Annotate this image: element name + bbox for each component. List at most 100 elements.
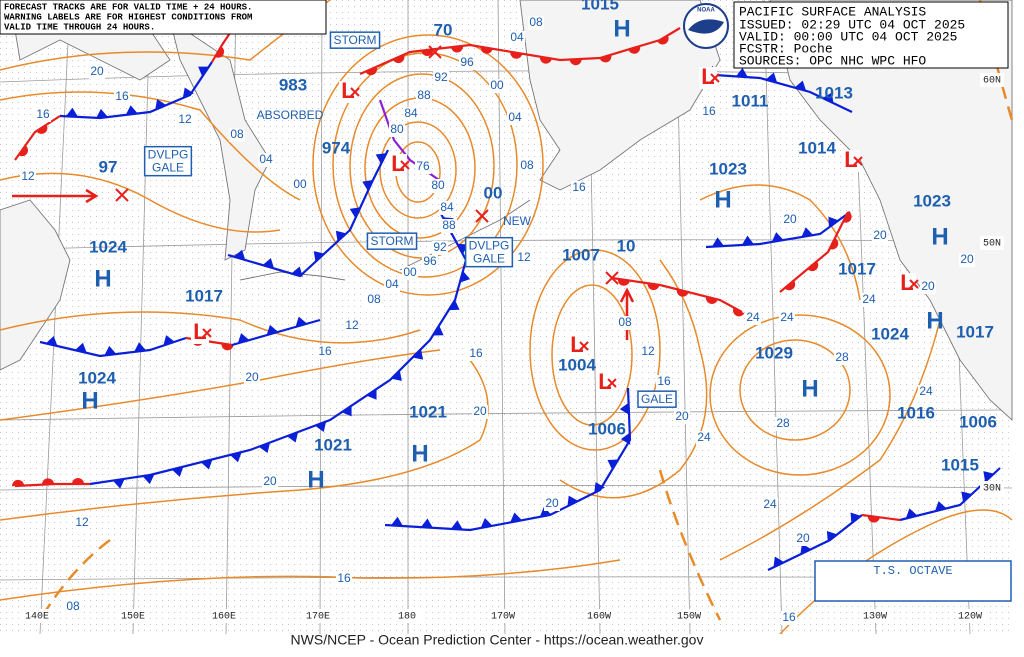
- isobar-label-bg: [432, 241, 448, 255]
- high-pressure: 1021: [409, 402, 447, 421]
- header-forecaster: FCSTR: Poche: [739, 41, 833, 56]
- front-triangle: [229, 452, 242, 463]
- isobar-label-bg: [617, 316, 633, 330]
- isobar-label: 20: [545, 496, 559, 510]
- isobar-label: 20: [921, 279, 935, 293]
- isobar-label-bg: [472, 405, 488, 419]
- front-triangle: [800, 543, 812, 555]
- isobar: [0, 91, 301, 201]
- front-triangle: [349, 207, 361, 219]
- isobar-label: 04: [510, 30, 524, 44]
- low-symbol: L: [570, 332, 583, 357]
- pressure-label: 1016: [897, 403, 935, 422]
- front-triangle: [362, 179, 373, 191]
- fronts: [12, 27, 1001, 571]
- isobar-label-bg: [959, 253, 975, 267]
- low-symbol-bg: [842, 150, 860, 172]
- front-triangle: [822, 92, 834, 104]
- low-symbol: L: [341, 78, 354, 103]
- front-triangle: [390, 516, 403, 527]
- isobar-label-bg: [441, 219, 457, 233]
- warning-box: [143, 145, 193, 177]
- front-triangle: [112, 478, 125, 489]
- isobar-label: 20: [796, 531, 810, 545]
- isobar-label-bg: [229, 128, 245, 142]
- isobar-label-bg: [696, 431, 712, 445]
- high-symbol: H: [81, 387, 98, 414]
- isobar-label-bg: [114, 90, 130, 104]
- front-semicircle: [72, 478, 84, 484]
- notice-line: WARNING LABELS ARE FOR HIGHEST CONDITION…: [4, 12, 252, 22]
- grid-line: [132, 0, 151, 635]
- isobar-label: 92: [433, 240, 447, 254]
- high-pressure: 1029: [755, 343, 793, 362]
- low-center-x: [853, 156, 863, 166]
- isobar-label: 80: [390, 122, 404, 136]
- longitude-label: 180: [398, 612, 416, 623]
- isobar-label-bg: [920, 280, 936, 294]
- header-issued: ISSUED: 02:29 UTC 04 OCT 2025: [739, 17, 965, 32]
- isobar-label: 00: [403, 265, 417, 279]
- front-semicircle: [480, 46, 493, 54]
- high-pressure: 1024: [871, 324, 909, 343]
- longitude-label: 160E: [212, 612, 236, 623]
- land-alaska: [519, 0, 721, 191]
- isobar-label: 16: [115, 89, 129, 103]
- isobar-label: 88: [442, 218, 456, 232]
- low-symbol: L: [701, 64, 714, 89]
- high-symbol: H: [926, 307, 943, 334]
- longitude-label: 170W: [491, 612, 515, 623]
- land-kamchatka: [169, 18, 271, 261]
- low-symbol: L: [900, 270, 913, 295]
- warning-box: [637, 390, 677, 408]
- low-center-x: [202, 328, 212, 338]
- isobar-label-bg: [509, 31, 525, 45]
- front-semicircle: [829, 238, 839, 250]
- front-triangle: [335, 230, 347, 242]
- pressure-label: 1006: [588, 419, 626, 438]
- front-semicircle: [842, 211, 852, 223]
- warning-text: GALE: [641, 392, 673, 406]
- coord-label-bg: [980, 236, 1004, 250]
- isobar-label-bg: [74, 516, 90, 530]
- front-triangle: [237, 333, 250, 344]
- high-pressure: 1023: [709, 159, 747, 178]
- front-triangle: [741, 235, 754, 246]
- coord-label-bg: [118, 609, 148, 623]
- front-semicircle: [18, 145, 28, 157]
- warning-box: [464, 236, 514, 268]
- low-symbol: L: [391, 151, 404, 176]
- isobar-label: 24: [862, 292, 876, 306]
- isobar-label-bg: [430, 179, 446, 193]
- front-triangle: [142, 474, 155, 485]
- noaa-logo-text: NOAA: [697, 8, 715, 14]
- isobar: [559, 259, 708, 499]
- front-triangle: [850, 512, 861, 524]
- isobar-label-bg: [258, 153, 274, 167]
- warning-box: [329, 31, 381, 49]
- coord-label-bg: [584, 609, 614, 623]
- footer: NWS/NCEP - Ocean Prediction Center - htt…: [291, 632, 704, 648]
- footer-background: [0, 634, 1024, 652]
- pressure-label: 70: [434, 20, 453, 39]
- coord-label-bg: [860, 609, 890, 623]
- front-triangle: [163, 335, 175, 346]
- longitude-label: 150W: [677, 612, 701, 623]
- front-triangle: [773, 556, 785, 568]
- warning-box: [366, 232, 418, 250]
- front-semicircle: [867, 515, 880, 523]
- low-pressure: 1004: [558, 355, 596, 374]
- warning-text: GALE: [152, 161, 184, 175]
- front-triangle: [262, 258, 275, 269]
- high-pressure: 1023: [913, 191, 951, 210]
- front-semicircle: [42, 478, 55, 485]
- front-semicircle: [657, 35, 669, 45]
- low-pressure: 983: [279, 75, 307, 94]
- isobar-label: 04: [508, 110, 522, 124]
- pressure-label: 00: [484, 183, 503, 202]
- note: NEW: [503, 214, 532, 228]
- isobar-label: 16: [657, 374, 671, 388]
- front-semicircle: [705, 296, 718, 304]
- isobar-label: 12: [21, 169, 35, 183]
